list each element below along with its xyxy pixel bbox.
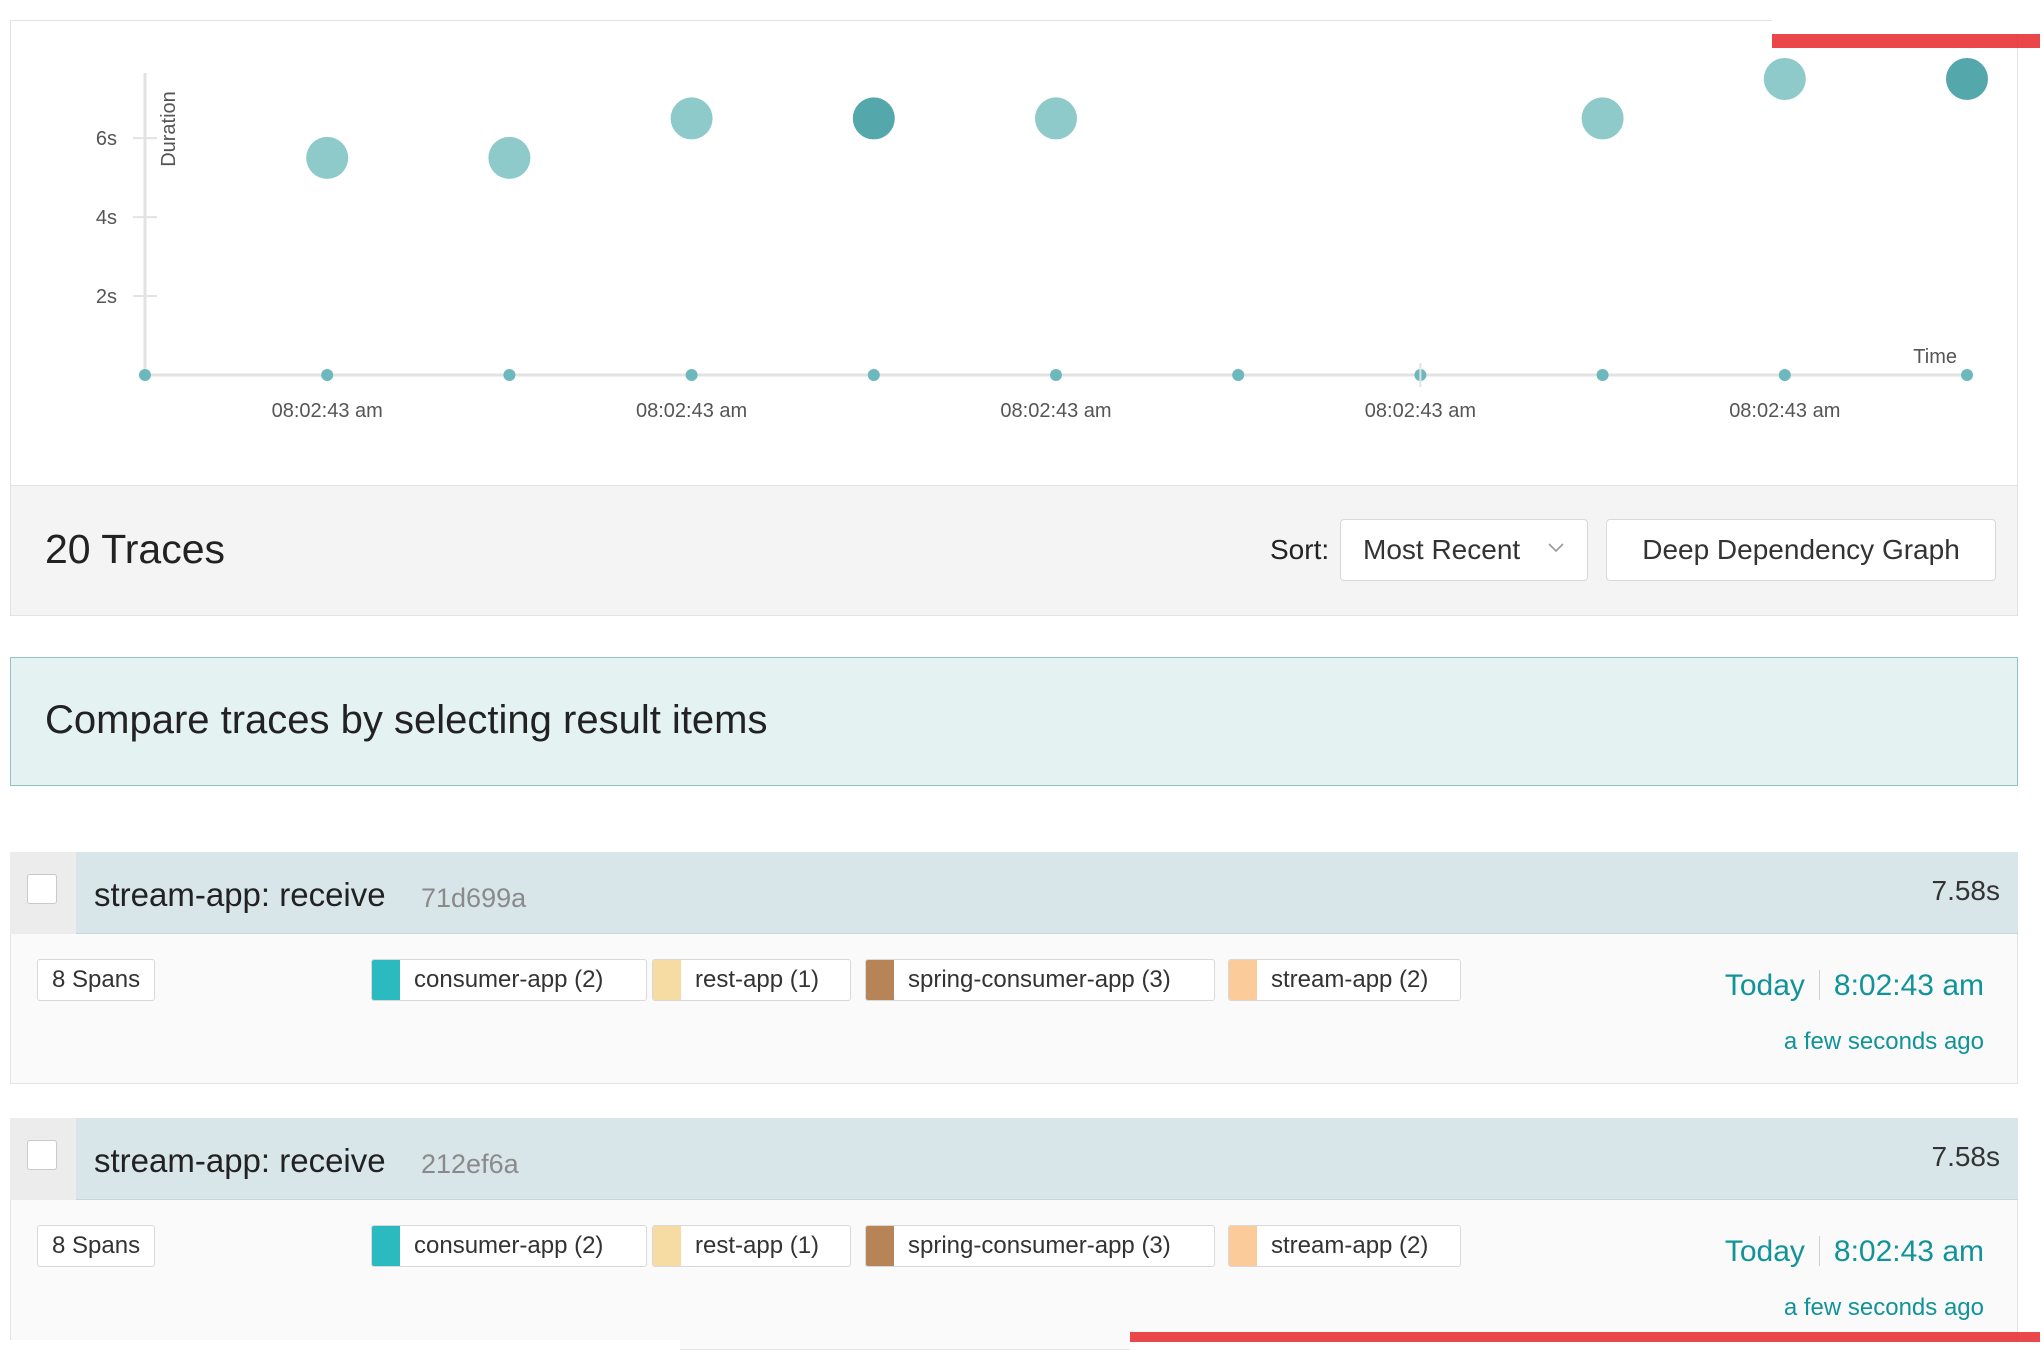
watermark-top: [1772, 10, 2040, 48]
service-tag-rest-app: rest-app (1): [652, 1225, 851, 1267]
x-tick-dot: [867, 369, 880, 381]
trace-relative-time: a few seconds ago: [1783, 1294, 1984, 1321]
x-tick-dot: [321, 369, 334, 381]
trace-duration: 7.58s: [1931, 1141, 2001, 1172]
time-separator: [1818, 970, 1820, 1000]
trace-point: [1763, 57, 1806, 100]
time-separator: [1818, 1236, 1820, 1266]
x-tick-label: 08:02:43 am: [1729, 400, 1840, 422]
trace-id: 212ef6a: [421, 1149, 519, 1179]
trace-point: [1035, 97, 1077, 140]
trace-title[interactable]: stream-app: receive: [94, 876, 386, 913]
bottom-fade: [0, 1340, 680, 1372]
trace-item-header[interactable]: stream-app: receive 71d699a 7.58s: [10, 852, 2018, 934]
watermark-bottom: [1130, 1332, 2040, 1372]
span-count-tag: 8 Spans: [37, 1225, 156, 1267]
x-tick-dot: [1232, 369, 1245, 381]
service-color-swatch: [1229, 960, 1257, 1000]
trace-id: 71d699a: [421, 883, 527, 913]
service-tag-label: stream-app (2): [1271, 966, 1429, 993]
trace-start-time: Today 8:02:43 am: [1725, 1235, 1984, 1269]
trace-point: [852, 97, 895, 140]
sort-select-value: Most Recent: [1363, 534, 1521, 565]
chevron-down-icon: [1548, 543, 1564, 553]
trace-select-checkbox[interactable]: [27, 874, 57, 904]
service-tag-stream-app: stream-app (2): [1228, 1225, 1461, 1267]
service-color-swatch: [1229, 1226, 1257, 1266]
x-tick-dot: [1778, 369, 1791, 381]
service-color-swatch: [866, 1226, 894, 1266]
x-tick-label: 08:02:43 am: [1000, 400, 1111, 422]
span-count-tag: 8 Spans: [37, 959, 156, 1001]
sort-label: Sort:: [1270, 534, 1330, 565]
sort-select[interactable]: Most Recent: [1340, 519, 1588, 581]
trace-select-cell: [10, 852, 76, 934]
compare-traces-banner: Compare traces by selecting result items: [10, 657, 2018, 786]
trace-item-body: 8 Spans consumer-app (2) rest-app (1) sp…: [10, 1200, 2018, 1350]
trace-start-day: Today: [1724, 1235, 1805, 1268]
trace-title[interactable]: stream-app: receive: [94, 1142, 386, 1179]
trace-relative-time: a few seconds ago: [1783, 1028, 1984, 1055]
trace-point: [306, 136, 349, 179]
service-color-swatch: [372, 1226, 400, 1266]
service-color-swatch: [372, 960, 400, 1000]
trace-start-clock: 8:02:43 am: [1833, 969, 1984, 1002]
service-tag-stream-app: stream-app (2): [1228, 959, 1461, 1001]
service-tag-label: spring-consumer-app (3): [908, 1232, 1171, 1259]
service-tag-label: stream-app (2): [1271, 1232, 1429, 1259]
trace-duration: 7.58s: [1931, 875, 2001, 906]
y-tick-label: 4s: [96, 207, 117, 229]
scatter-chart-svg: 2s 4s 6s Duration 08:02:43 am 08:02:43 am 08:0…: [96, 57, 1988, 422]
traces-count: 20 Traces: [45, 526, 226, 572]
trace-select-checkbox[interactable]: [27, 1140, 57, 1170]
service-color-swatch: [653, 1226, 681, 1266]
trace-start-time: Today 8:02:43 am: [1725, 969, 1984, 1003]
service-color-swatch: [653, 960, 681, 1000]
service-tag-spring-consumer-app: spring-consumer-app (3): [865, 959, 1215, 1001]
trace-point: [488, 136, 531, 179]
service-color-swatch: [866, 960, 894, 1000]
service-tag-label: consumer-app (2): [414, 966, 604, 993]
service-tag-rest-app: rest-app (1): [652, 959, 851, 1001]
service-tag-label: consumer-app (2): [414, 1232, 604, 1259]
service-tag-consumer-app: consumer-app (2): [371, 959, 647, 1001]
trace-point: [670, 97, 713, 140]
deep-dependency-graph-button[interactable]: Deep Dependency Graph: [1606, 519, 1996, 581]
trace-item-body: 8 Spans consumer-app (2) rest-app (1) sp…: [10, 934, 2018, 1084]
x-tick-dot: [1961, 369, 1973, 381]
y-tick-label: 6s: [96, 128, 117, 150]
y-tick-label: 2s: [96, 286, 117, 308]
service-tag-label: rest-app (1): [695, 966, 820, 993]
service-tag-label: spring-consumer-app (3): [908, 966, 1171, 993]
x-tick-dot: [1596, 369, 1609, 381]
trace-item-header[interactable]: stream-app: receive 212ef6a 7.58s: [10, 1118, 2018, 1200]
x-tick-label: 08:02:43 am: [272, 400, 383, 422]
x-tick-dot: [685, 369, 698, 381]
x-tick-dot: [139, 369, 151, 381]
trace-point: [1946, 57, 1988, 100]
x-tick-label: 08:02:43 am: [1365, 400, 1476, 422]
trace-select-cell: [10, 1118, 76, 1200]
compare-banner-text: Compare traces by selecting result items: [45, 698, 768, 742]
trace-point: [1581, 97, 1624, 140]
y-axis-title: Duration: [158, 91, 180, 167]
x-tick-label: 08:02:43 am: [636, 400, 747, 422]
service-tag-label: rest-app (1): [695, 1232, 820, 1259]
x-tick-dot: [503, 369, 516, 381]
trace-start-clock: 8:02:43 am: [1833, 1235, 1984, 1268]
x-tick-dot: [1050, 369, 1062, 381]
x-axis-title: Time: [1913, 346, 1957, 368]
results-header: 20 Traces Sort: Most Recent Deep Depende…: [10, 486, 2018, 616]
trace-start-day: Today: [1724, 969, 1805, 1002]
service-tag-consumer-app: consumer-app (2): [371, 1225, 647, 1267]
service-tag-spring-consumer-app: spring-consumer-app (3): [865, 1225, 1215, 1267]
trace-scatter-plot: 2s 4s 6s Duration 08:02:43 am 08:02:43 am 08:0…: [10, 20, 2018, 486]
